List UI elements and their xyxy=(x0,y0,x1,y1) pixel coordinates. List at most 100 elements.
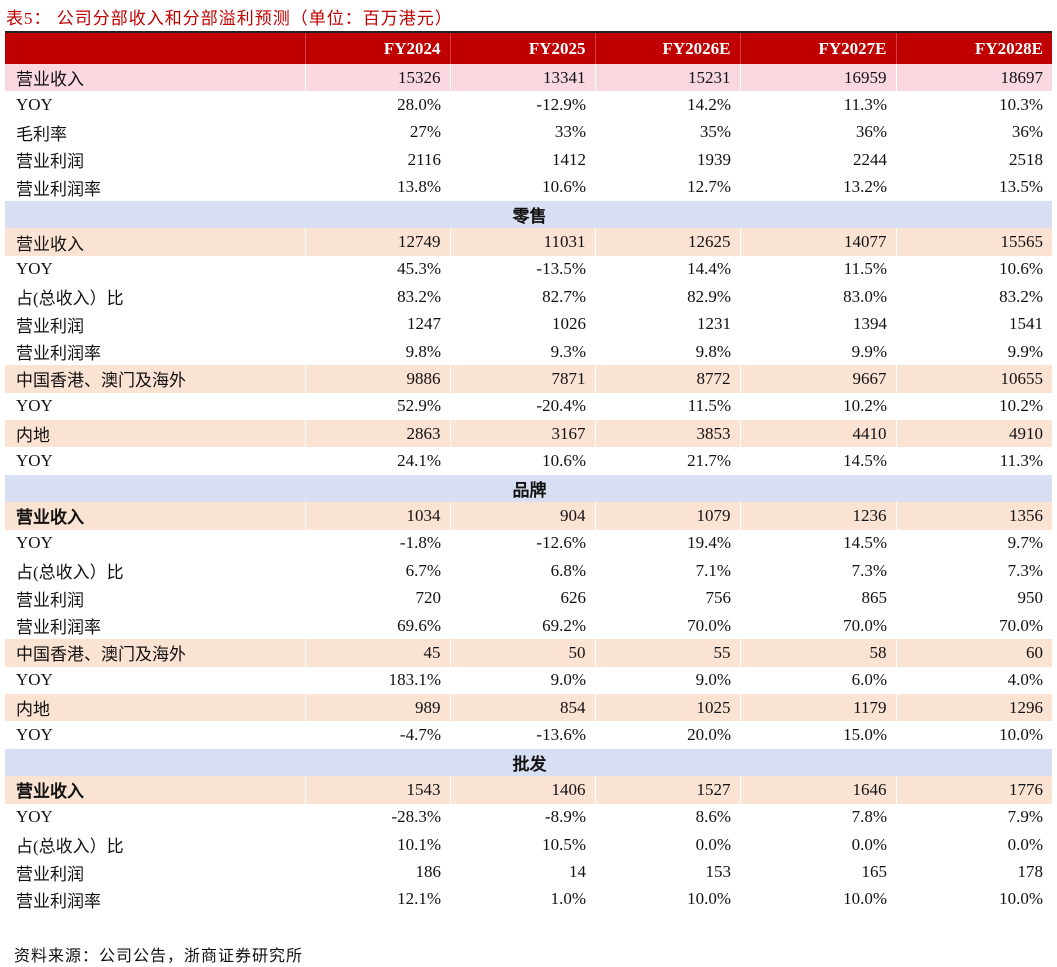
value-cell: 10.0% xyxy=(999,889,1043,909)
value-cell: -28.3% xyxy=(391,807,441,827)
table-row: 中国香港、澳门及海外 9886 7871 8772 9667 10655 xyxy=(5,365,1052,393)
row-label: 中国香港、澳门及海外 xyxy=(5,365,305,393)
row-label: 占(总收入）比 xyxy=(16,289,124,309)
value-cell: -4.7% xyxy=(399,725,441,745)
value-cell: 82.7% xyxy=(542,286,586,306)
segment-forecast-table: FY2024 FY2025 FY2026E FY2027E FY2028E 营业… xyxy=(5,31,1052,913)
table-row: YOY -4.7% -13.6% 20.0% 15.0% 10.0% xyxy=(5,721,1052,748)
row-label: YOY xyxy=(16,725,53,745)
value-cell: 35% xyxy=(699,122,731,142)
value-cell: 1034 xyxy=(304,502,450,530)
value-cell: 854 xyxy=(449,693,595,722)
value-cell: 14.5% xyxy=(843,533,887,553)
value-cell: 2116 xyxy=(407,149,441,169)
value-cell: 1541 xyxy=(1009,314,1043,334)
value-cell: 9.0% xyxy=(695,670,731,690)
table-row: 营业利润 720 626 756 865 950 xyxy=(5,584,1052,611)
value-cell: 0.0% xyxy=(695,834,731,854)
row-label: 占(总收入）比 xyxy=(16,563,124,583)
value-cell: 7.8% xyxy=(851,807,887,827)
value-cell: 82.9% xyxy=(687,286,731,306)
header-cell-fy2024: FY2024 xyxy=(304,31,450,64)
value-cell: 1356 xyxy=(895,502,1052,530)
value-cell: 19.4% xyxy=(687,533,731,553)
row-label: 营业利润 xyxy=(16,152,84,172)
value-cell: 6.7% xyxy=(405,560,441,580)
row-label: 营业利润率 xyxy=(16,618,101,637)
value-cell: 11.5% xyxy=(687,396,731,416)
row-label: 营业收入 xyxy=(5,776,305,804)
value-cell: 2518 xyxy=(1009,149,1043,169)
value-cell: 10.3% xyxy=(999,95,1043,115)
row-label: 营业收入 xyxy=(5,64,305,92)
table-row: YOY 45.3% -13.5% 14.4% 11.5% 10.6% xyxy=(5,256,1052,283)
value-cell: 7.3% xyxy=(1007,560,1043,580)
row-label: YOY xyxy=(16,396,53,416)
row-label: YOY xyxy=(16,807,53,827)
value-cell: 9667 xyxy=(739,365,896,393)
value-cell: 15231 xyxy=(594,64,740,92)
value-cell: 15.0% xyxy=(843,725,887,745)
table-row: YOY 28.0% -12.9% 14.2% 11.3% 10.3% xyxy=(5,91,1052,118)
value-cell: 9.9% xyxy=(851,341,887,361)
value-cell: 69.2% xyxy=(542,615,586,635)
value-cell: 1179 xyxy=(739,693,896,722)
value-cell: 183.1% xyxy=(388,670,441,690)
value-cell: 7.1% xyxy=(695,560,731,580)
value-cell: 83.2% xyxy=(999,286,1043,306)
table-row: 占(总收入）比 83.2% 82.7% 82.9% 83.0% 83.2% xyxy=(5,283,1052,310)
value-cell: 626 xyxy=(560,588,587,608)
value-cell: 10655 xyxy=(895,365,1052,393)
value-cell: 14 xyxy=(569,862,586,882)
value-cell: 1412 xyxy=(552,149,586,169)
value-cell: 10.0% xyxy=(687,889,731,909)
table-row: 中国香港、澳门及海外 45 50 55 58 60 xyxy=(5,639,1052,667)
value-cell: 9.8% xyxy=(695,341,731,361)
value-cell: 20.0% xyxy=(687,725,731,745)
section-label: 零售 xyxy=(5,200,1052,229)
value-cell: 45 xyxy=(304,639,450,667)
row-label: 内地 xyxy=(5,420,305,448)
value-cell: 1025 xyxy=(594,693,740,722)
value-cell: 1527 xyxy=(594,776,740,804)
header-cell-fy2025: FY2025 xyxy=(449,31,595,64)
value-cell: 1247 xyxy=(407,314,441,334)
table-row: 内地 2863 3167 3853 4410 4910 xyxy=(5,420,1052,448)
value-cell: 15326 xyxy=(304,64,450,92)
value-cell: 1026 xyxy=(552,314,586,334)
value-cell: 1231 xyxy=(697,314,731,334)
table-row: 营业利润率 9.8% 9.3% 9.8% 9.9% 9.9% xyxy=(5,338,1052,365)
value-cell: 1543 xyxy=(304,776,450,804)
value-cell: 10.1% xyxy=(397,834,441,854)
value-cell: 11.3% xyxy=(843,95,887,115)
value-cell: 10.6% xyxy=(542,177,586,197)
value-cell: 4910 xyxy=(895,420,1052,448)
value-cell: 70.0% xyxy=(687,615,731,635)
value-cell: 6.8% xyxy=(550,560,586,580)
table-row: 占(总收入）比 10.1% 10.5% 0.0% 0.0% 0.0% xyxy=(5,831,1052,858)
value-cell: 720 xyxy=(415,588,442,608)
row-label: YOY xyxy=(16,533,53,553)
value-cell: -12.9% xyxy=(536,95,586,115)
value-cell: 186 xyxy=(415,862,442,882)
value-cell: 10.6% xyxy=(542,451,586,471)
table-row: 营业利润 2116 1412 1939 2244 2518 xyxy=(5,146,1052,173)
value-cell: 10.2% xyxy=(999,396,1043,416)
value-cell: 14.2% xyxy=(687,95,731,115)
row-label: 营业利润 xyxy=(16,316,84,336)
value-cell: 9886 xyxy=(304,365,450,393)
value-cell: 83.2% xyxy=(397,286,441,306)
value-cell: 10.0% xyxy=(999,725,1043,745)
row-label: 营业利润 xyxy=(16,590,84,610)
header-cell-fy2027e: FY2027E xyxy=(739,31,896,64)
value-cell: 14.4% xyxy=(687,259,731,279)
header-cell-fy2026e: FY2026E xyxy=(594,31,740,64)
table-row: 营业收入 12749 11031 12625 14077 15565 xyxy=(5,228,1052,256)
value-cell: 165 xyxy=(861,862,888,882)
value-cell: 10.0% xyxy=(843,889,887,909)
value-cell: 1296 xyxy=(895,693,1052,722)
section-header-row: 零售 xyxy=(5,200,1052,229)
header-cell-label xyxy=(5,31,305,64)
value-cell: 36% xyxy=(1011,122,1043,142)
value-cell: 9.7% xyxy=(1007,533,1043,553)
